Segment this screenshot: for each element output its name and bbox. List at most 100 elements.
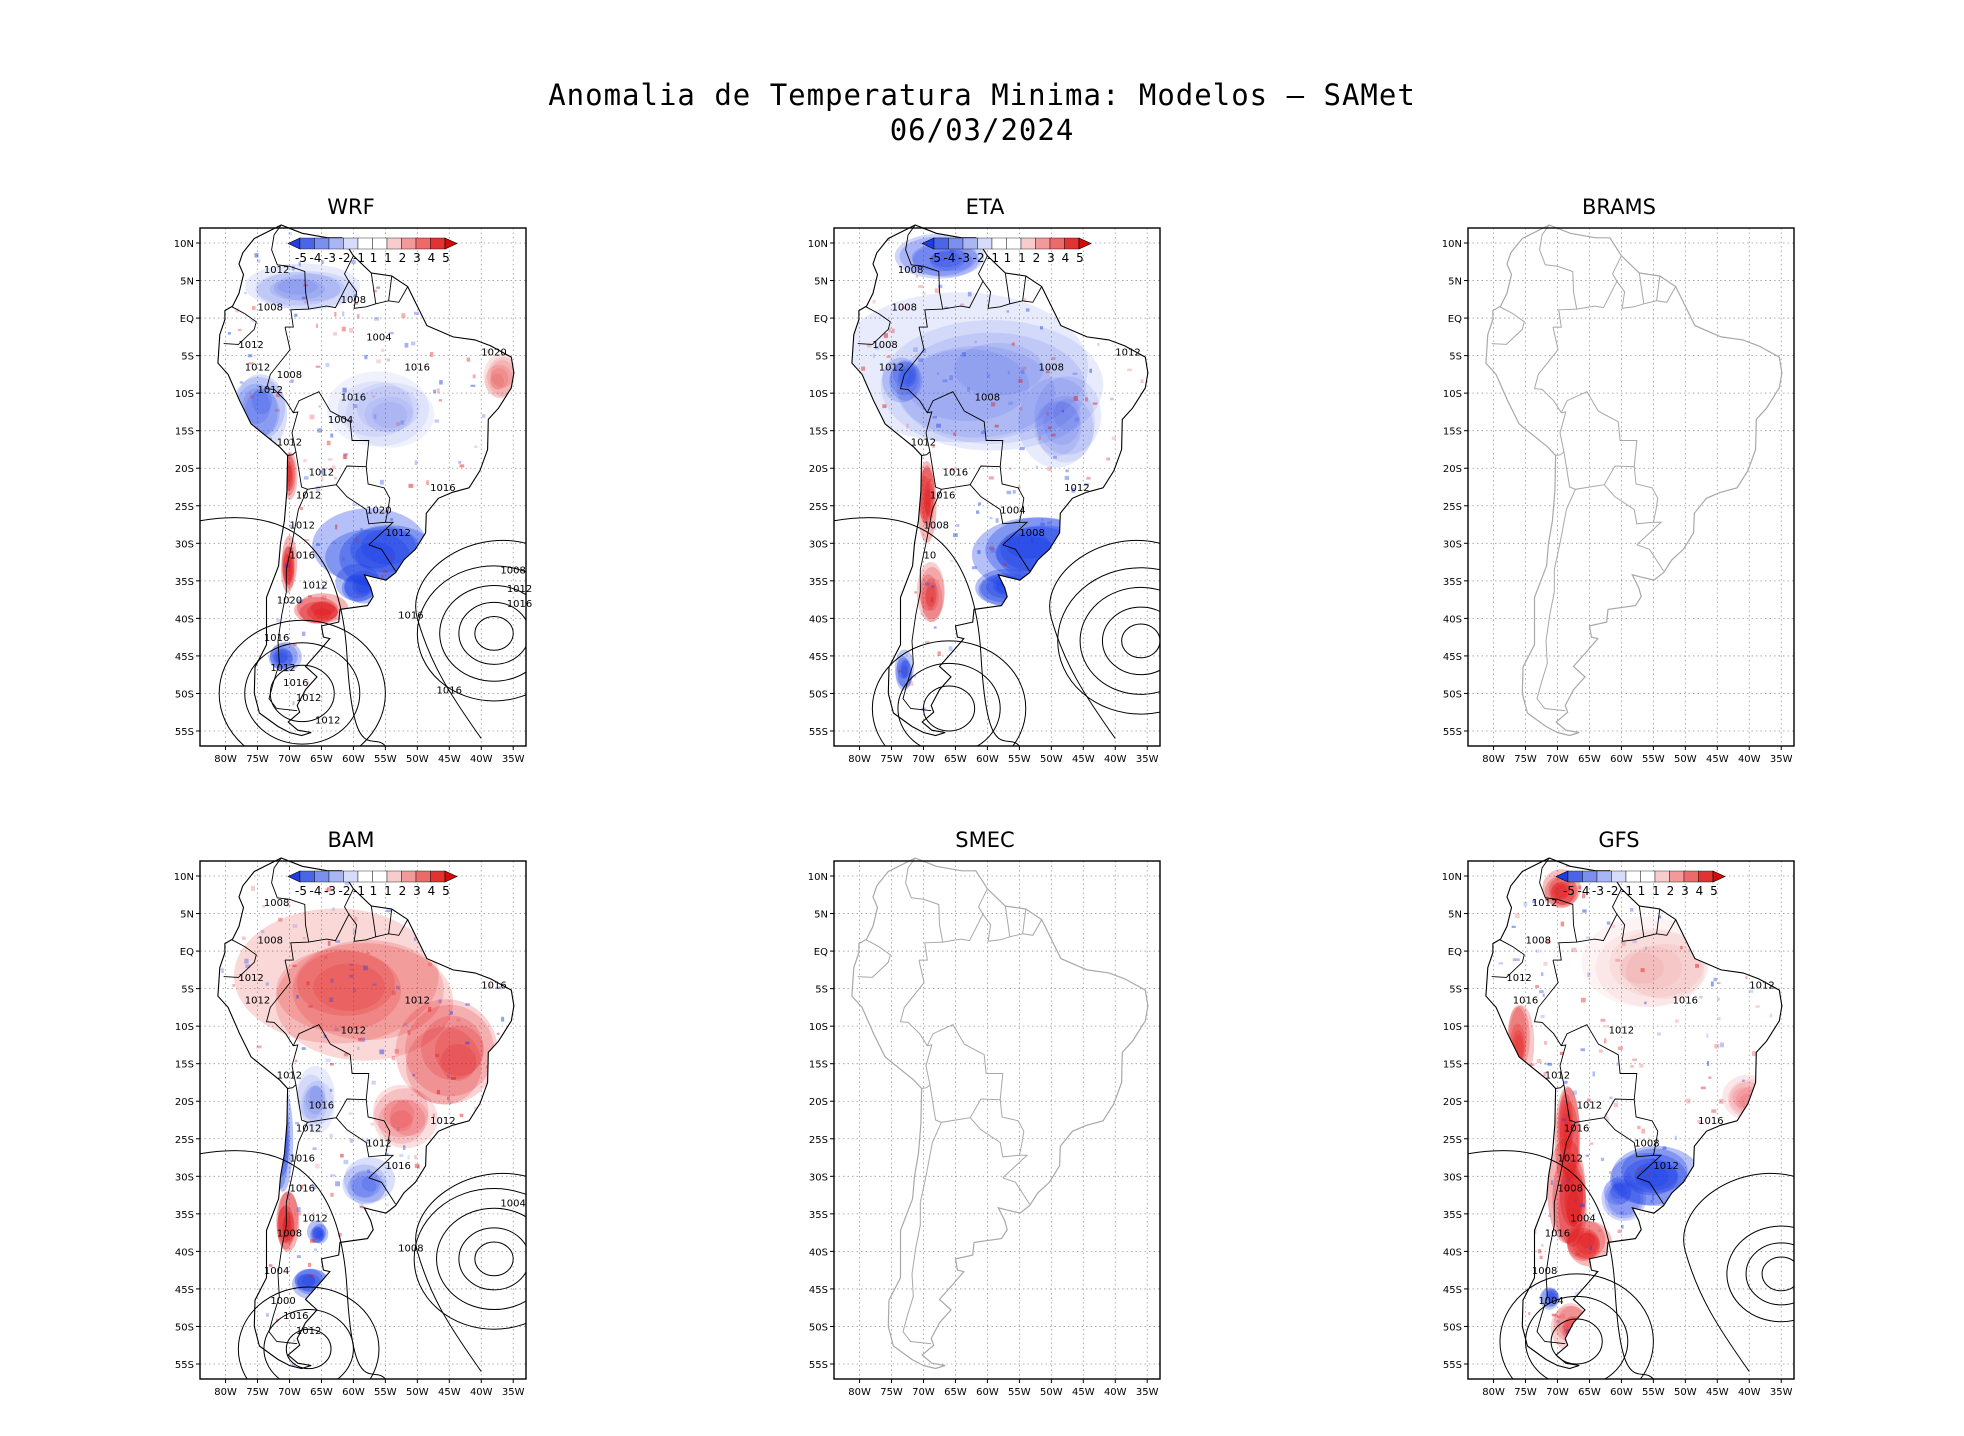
anomaly-blob xyxy=(1546,1288,1559,1303)
lat-tick-label: 45S xyxy=(809,652,828,663)
isobar-line xyxy=(1057,567,1160,715)
anomaly-pixel xyxy=(367,1169,371,1173)
anomaly-pixel xyxy=(388,1317,392,1321)
anomaly-pixel xyxy=(1719,1042,1725,1048)
anomaly-blob xyxy=(1623,1158,1679,1196)
anomaly-pixel xyxy=(1142,343,1147,348)
anomaly-pixel xyxy=(403,1145,406,1151)
anomaly-blob xyxy=(276,1191,300,1252)
anomaly-pixel xyxy=(407,894,411,899)
anomaly-blob xyxy=(310,1226,325,1243)
gridlines xyxy=(834,861,1160,1379)
colorbar-swatch xyxy=(962,237,978,250)
anomaly-pixel xyxy=(1662,1146,1667,1150)
anomaly-pixel xyxy=(335,1181,340,1187)
anomaly-pixel xyxy=(515,412,518,416)
isobar-line xyxy=(285,1328,332,1370)
anomaly-pixel xyxy=(969,636,975,639)
lat-tick-label: 55S xyxy=(1443,1360,1462,1371)
anomaly-blob xyxy=(278,1113,286,1151)
isobar-label: 1012 xyxy=(245,363,270,374)
lon-tick-label: 40W xyxy=(1738,754,1761,765)
isobar-line xyxy=(439,585,526,682)
anomaly-pixel xyxy=(296,1207,301,1212)
anomaly-pixel xyxy=(858,689,862,692)
anomaly-blob xyxy=(1043,401,1081,446)
isobar-label: 1012 xyxy=(1115,348,1140,359)
anomaly-pixel xyxy=(349,963,353,966)
anomaly-blob xyxy=(306,602,339,622)
anomaly-pixel xyxy=(388,660,391,665)
anomaly-pixel xyxy=(438,399,443,402)
anomaly-blob xyxy=(383,1099,415,1129)
anomaly-pixel xyxy=(474,445,478,448)
anomaly-pixel xyxy=(270,729,273,734)
anomaly-pixel xyxy=(1144,272,1148,276)
lon-tick-label: 75W xyxy=(1514,754,1537,765)
anomaly-pixel xyxy=(1103,506,1106,510)
isobar-label: 1016 xyxy=(930,490,955,501)
anomaly-pixel xyxy=(937,651,941,657)
anomaly-pixel xyxy=(389,555,393,560)
colorbar-label: 1 xyxy=(384,884,392,898)
anomaly-pixel xyxy=(327,940,331,946)
anomaly-pixel xyxy=(868,650,874,654)
anomaly-pixel xyxy=(236,265,240,270)
anomaly-blob xyxy=(305,1335,325,1359)
lon-tick-label: 70W xyxy=(278,754,301,765)
isobar-label: 1008 xyxy=(1532,1266,1557,1277)
anomaly-pixel xyxy=(403,1023,408,1027)
anomaly-pixel xyxy=(427,663,431,668)
anomaly-pixel xyxy=(1003,563,1007,566)
anomaly-pixel xyxy=(221,473,224,477)
anomaly-pixel xyxy=(496,864,500,869)
anomaly-pixel xyxy=(318,405,322,408)
anomaly-pixel xyxy=(1606,921,1611,925)
anomaly-pixel xyxy=(490,642,496,646)
lat-tick-label: 45S xyxy=(175,1285,194,1296)
anomaly-pixel xyxy=(423,592,426,597)
anomaly-pixel xyxy=(1561,1118,1566,1122)
anomaly-pixel xyxy=(333,332,337,336)
anomaly-blob xyxy=(312,1226,325,1241)
colorbar-swatch xyxy=(357,237,373,250)
lat-tick-label: 30S xyxy=(1443,539,1462,550)
colorbar-label: -4 xyxy=(310,251,322,265)
anomaly-blob xyxy=(918,461,936,527)
anomaly-pixel xyxy=(1762,957,1765,962)
anomaly-pixel xyxy=(1487,1157,1491,1160)
anomaly-pixel xyxy=(1674,1268,1677,1272)
lat-tick-label: 40S xyxy=(1443,614,1462,625)
gridlines xyxy=(1468,861,1794,1379)
colorbar-label: 1 xyxy=(1652,884,1660,898)
anomaly-pixel xyxy=(414,460,418,466)
anomaly-blob xyxy=(273,273,345,302)
isobar-label: 1012 xyxy=(238,340,263,351)
anomaly-pixel xyxy=(874,346,880,350)
anomaly-pixel xyxy=(482,557,486,562)
isobar-line xyxy=(871,640,1027,746)
anomaly-pixel xyxy=(455,928,460,933)
anomaly-pixel xyxy=(1533,1359,1537,1365)
anomaly-pixel xyxy=(1752,971,1755,974)
anomaly-pixel xyxy=(1129,615,1133,618)
anomaly-pixel xyxy=(1580,997,1586,1003)
isobar-label: 1008 xyxy=(892,303,917,314)
anomaly-pixel xyxy=(355,537,359,543)
isobar-label: 1016 xyxy=(1698,1116,1723,1127)
anomaly-pixel xyxy=(293,1339,296,1343)
anomaly-pixel xyxy=(1783,1048,1785,1052)
colorbar-label: -2 xyxy=(973,251,985,265)
anomaly-pixel xyxy=(323,1034,327,1039)
anomaly-pixel xyxy=(1728,956,1733,960)
anomaly-pixel xyxy=(1493,1348,1497,1352)
anomaly-pixel xyxy=(1065,469,1069,473)
anomaly-pixel xyxy=(402,710,407,714)
anomaly-pixel xyxy=(249,394,254,399)
colorbar-swatch xyxy=(991,237,1007,250)
anomaly-pixel xyxy=(1600,1018,1606,1022)
anomaly-pixel xyxy=(390,518,394,521)
colorbar-label: 2 xyxy=(399,884,407,898)
isobars xyxy=(834,517,1160,746)
anomaly-pixel xyxy=(914,591,918,594)
